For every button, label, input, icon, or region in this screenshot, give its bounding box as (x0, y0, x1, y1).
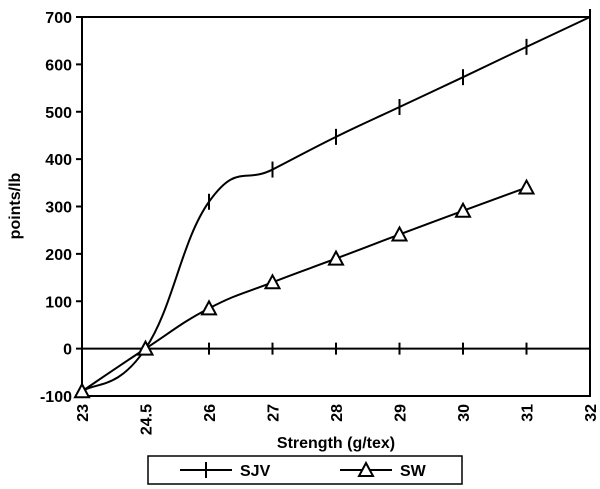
y-tick-label: 700 (45, 10, 72, 27)
x-tick-label: 24.5 (139, 404, 156, 435)
x-tick-label: 28 (329, 404, 346, 422)
x-tick-label: 32 (583, 404, 600, 422)
y-axis-title: points/lb (7, 172, 24, 239)
y-tick-label: 0 (63, 342, 72, 359)
x-tick-label: 30 (456, 404, 473, 422)
legend-sw-marker (357, 460, 375, 477)
legend-item-sw: SW (340, 460, 427, 480)
data-point-sw (517, 178, 536, 195)
data-point-sw (390, 225, 409, 242)
legend: SJV SW (147, 455, 463, 485)
x-tick-label: 27 (266, 404, 283, 422)
data-point-sw (136, 339, 155, 356)
x-tick-label: 23 (75, 404, 92, 422)
y-tick-label: 500 (45, 105, 72, 122)
data-point-sw (73, 382, 91, 399)
series-layer (73, 9, 591, 399)
legend-item-sjv: SJV (180, 462, 271, 480)
series-line-sw (81, 186, 527, 393)
x-tick-label: 31 (520, 404, 537, 422)
y-tick-label: 100 (45, 294, 72, 311)
y-tick-label: 400 (45, 152, 72, 169)
data-point-sw (200, 299, 218, 316)
x-axis-ticks: 23 24.5 26 27 28 29 30 31 32 (75, 342, 600, 435)
series-line-sjv (81, 16, 591, 393)
x-axis-title: Strength (g/tex) (277, 435, 395, 452)
x-tick-label: 29 (393, 404, 410, 422)
x-tick-label: 26 (202, 404, 219, 422)
plot-area (81, 16, 591, 397)
y-tick-label: 600 (45, 57, 72, 74)
data-point-sw (263, 273, 282, 290)
data-point-sw (454, 201, 472, 218)
y-tick-label: 200 (45, 247, 72, 264)
y-tick-label: 300 (45, 200, 72, 217)
legend-label-sw: SW (400, 463, 427, 480)
legend-label-sjv: SJV (240, 463, 271, 480)
y-tick-label: -100 (40, 389, 72, 406)
data-point-sw (327, 249, 345, 266)
y-axis-ticks: -100 0 100 200 300 400 500 600 700 (40, 10, 82, 406)
